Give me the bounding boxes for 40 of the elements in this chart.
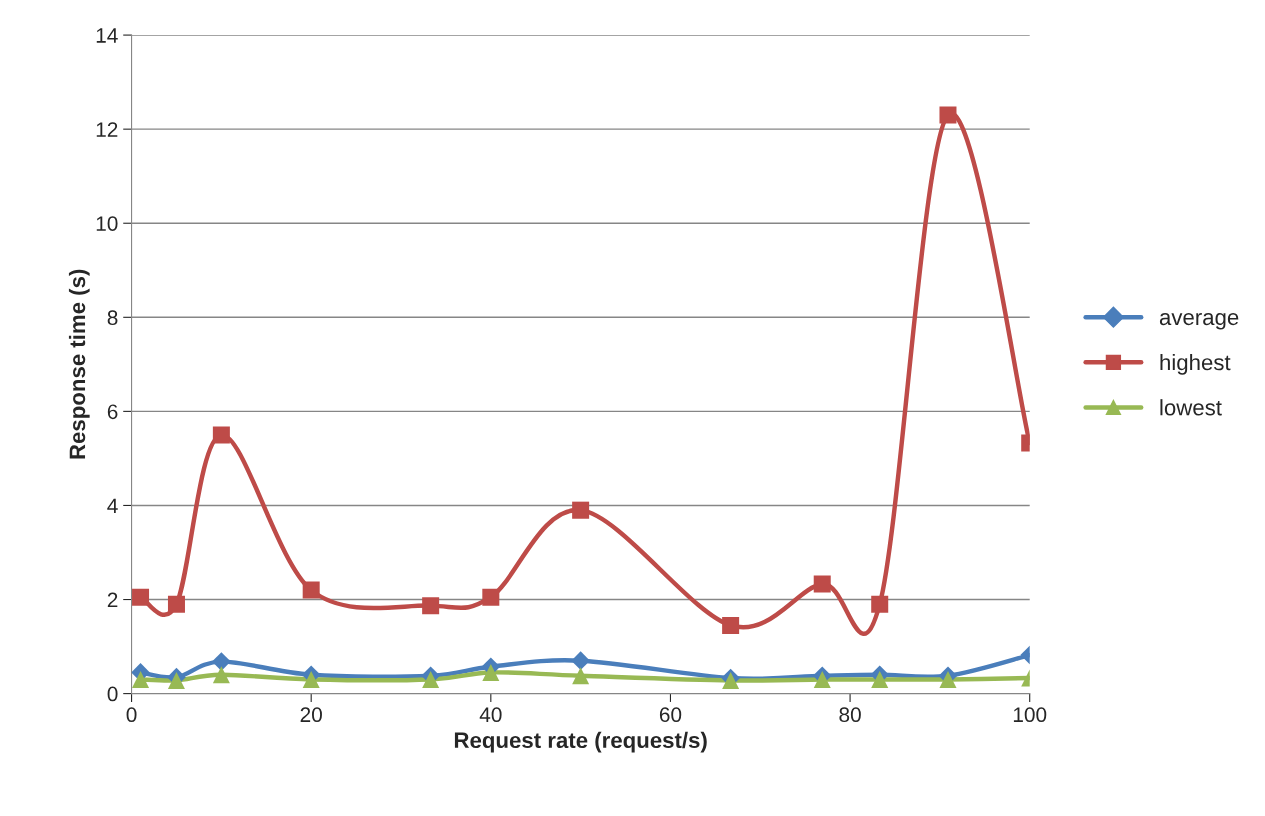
- y-axis-title: Response time (s): [68, 269, 90, 459]
- point: [813, 575, 831, 593]
- point: [212, 652, 231, 671]
- point: [722, 616, 740, 634]
- point: [167, 595, 185, 613]
- point: [302, 670, 320, 688]
- y-tick-label: 12: [96, 122, 118, 137]
- point: [132, 588, 150, 606]
- point: [572, 501, 590, 519]
- x-tick-label: 60: [659, 707, 682, 723]
- y-tick-label: 0: [107, 686, 118, 702]
- point: [422, 670, 440, 688]
- legend-label: highest: [1160, 353, 1231, 375]
- point: [482, 588, 500, 606]
- x-tick-label: 40: [479, 707, 502, 723]
- point: [212, 426, 230, 444]
- x-tick-label: 0: [126, 707, 137, 723]
- point: [871, 670, 889, 688]
- y-tick-label: 10: [96, 216, 118, 231]
- point: [167, 671, 185, 689]
- x-tick-label: 80: [839, 707, 861, 723]
- point: [302, 581, 320, 599]
- y-tick-label: 14: [96, 28, 118, 43]
- legend-label: average: [1159, 312, 1239, 330]
- point: [422, 597, 440, 615]
- y-tick-label: 8: [107, 310, 118, 326]
- x-tick-label: 100: [1013, 707, 1047, 723]
- legend-label: lowest: [1160, 399, 1222, 416]
- y-tick-label: 6: [107, 404, 118, 420]
- point: [939, 106, 957, 124]
- point: [572, 667, 590, 685]
- point: [871, 595, 889, 613]
- x-tick-label: 20: [300, 707, 322, 723]
- point: [482, 663, 500, 681]
- point: [212, 666, 230, 684]
- point: [571, 651, 590, 670]
- y-tick-label: 2: [107, 592, 118, 608]
- y-tick-label: 4: [107, 498, 118, 513]
- point: [132, 670, 150, 688]
- x-axis-title: Request rate (request/s): [454, 731, 707, 753]
